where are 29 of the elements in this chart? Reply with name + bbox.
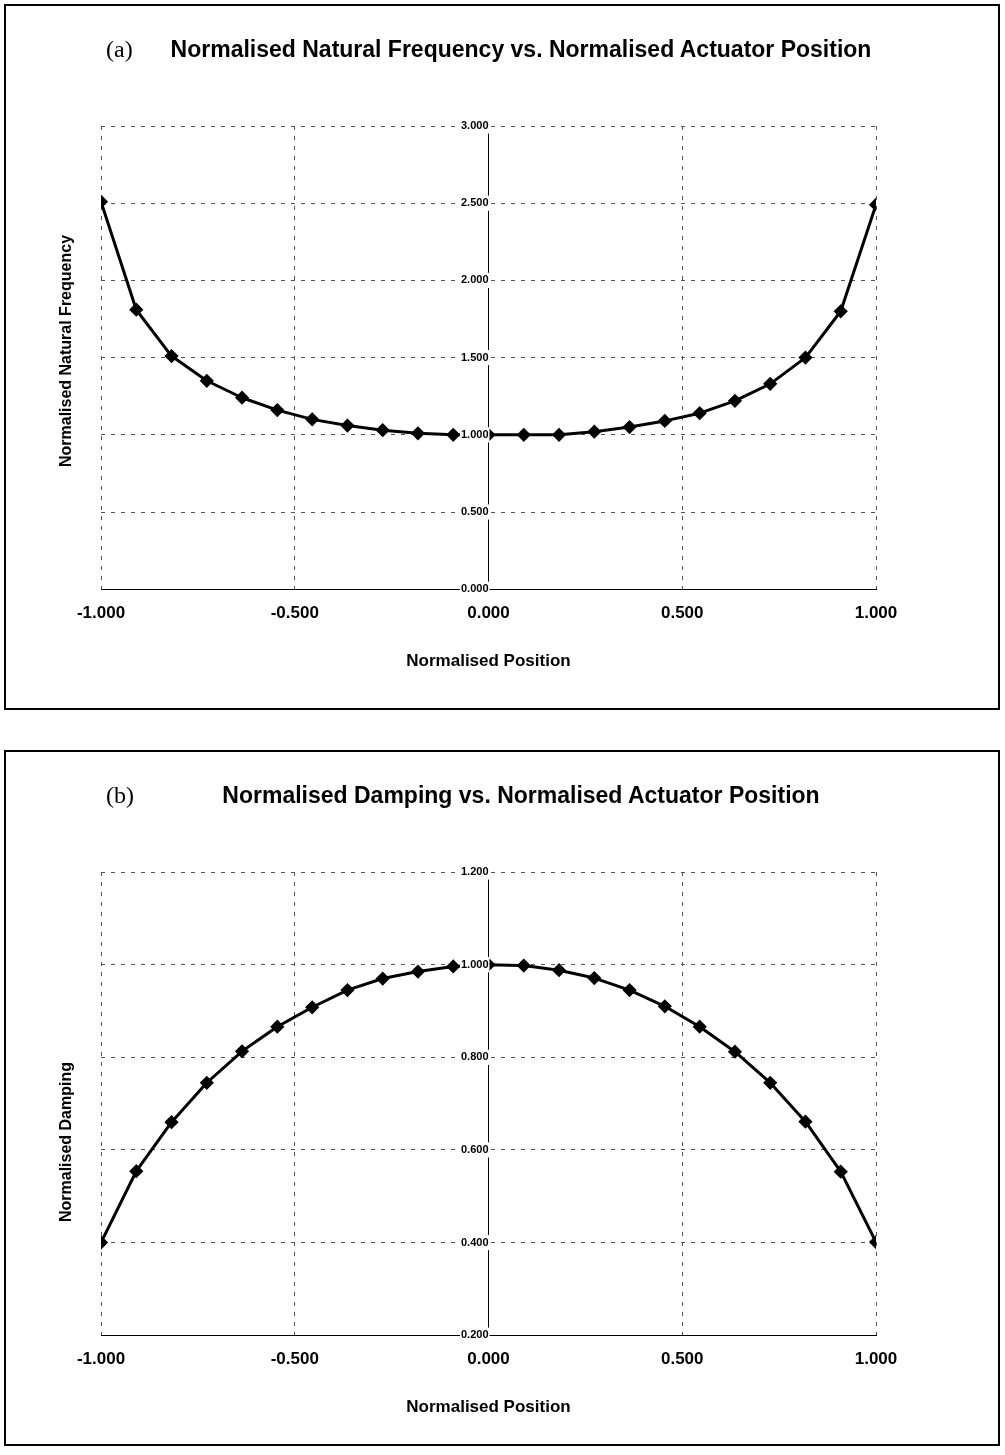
y-tick-label: 1.000: [460, 957, 489, 970]
y-tick-label: 0.600: [460, 1142, 489, 1155]
y-tick-label: 1.000: [460, 427, 489, 440]
y-tick-label: 3.000: [460, 119, 489, 132]
x-tick-label: -1.000: [76, 603, 126, 623]
y-tick-label: 2.000: [460, 273, 489, 286]
x-tick-label: 1.000: [854, 1349, 898, 1369]
y-tick-label: 2.500: [460, 196, 489, 209]
y-tick-label: 0.500: [460, 505, 489, 518]
x-tick-label: -0.500: [270, 603, 319, 623]
y-tick-label: 0.000: [460, 582, 489, 595]
y-tick-label: 0.800: [460, 1050, 489, 1063]
x-tick-label: 0.500: [660, 603, 704, 623]
x-tick-label: -1.000: [76, 1349, 126, 1369]
text: (b): [106, 782, 135, 809]
y-tick-label: 0.200: [460, 1328, 489, 1341]
chart-title: Normalised Natural Frequency vs. Normalised Actuator Position: [169, 36, 873, 63]
x-axis-title: Normalised Position: [406, 651, 571, 671]
x-tick-label: -0.500: [270, 1349, 319, 1369]
y-tick-label: 1.200: [460, 865, 489, 878]
chart-title: Normalised Damping vs. Normalised Actuator Position: [221, 782, 821, 809]
y-axis-title: Normalised Damping: [57, 1061, 75, 1223]
y-tick-label: 1.500: [460, 350, 489, 363]
x-tick-label: 1.000: [854, 603, 898, 623]
y-axis-title: Normalised Natural Frequency: [57, 234, 75, 468]
text: (a): [106, 36, 134, 63]
y-tick-label: 0.400: [460, 1235, 489, 1248]
x-axis-title: Normalised Position: [406, 1397, 571, 1417]
x-tick-label: 0.500: [660, 1349, 704, 1369]
